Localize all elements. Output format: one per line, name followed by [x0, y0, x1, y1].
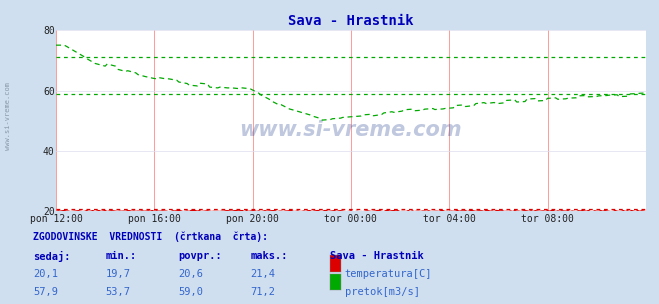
- Title: Sava - Hrastnik: Sava - Hrastnik: [288, 14, 414, 28]
- Text: 21,4: 21,4: [250, 269, 275, 279]
- Text: 57,9: 57,9: [33, 287, 58, 297]
- Text: povpr.:: povpr.:: [178, 251, 221, 261]
- Text: 71,2: 71,2: [250, 287, 275, 297]
- Text: www.si-vreme.com: www.si-vreme.com: [5, 81, 11, 150]
- Text: 20,1: 20,1: [33, 269, 58, 279]
- Text: ZGODOVINSKE  VREDNOSTI  (črtkana  črta):: ZGODOVINSKE VREDNOSTI (črtkana črta):: [33, 231, 268, 242]
- Text: 53,7: 53,7: [105, 287, 130, 297]
- Text: 20,6: 20,6: [178, 269, 203, 279]
- Text: temperatura[C]: temperatura[C]: [345, 269, 432, 279]
- Text: pretok[m3/s]: pretok[m3/s]: [345, 287, 420, 297]
- Text: Sava - Hrastnik: Sava - Hrastnik: [330, 251, 423, 261]
- Text: 19,7: 19,7: [105, 269, 130, 279]
- Text: min.:: min.:: [105, 251, 136, 261]
- Text: sedaj:: sedaj:: [33, 251, 71, 262]
- Text: 59,0: 59,0: [178, 287, 203, 297]
- Text: maks.:: maks.:: [250, 251, 288, 261]
- Text: www.si-vreme.com: www.si-vreme.com: [240, 120, 462, 140]
